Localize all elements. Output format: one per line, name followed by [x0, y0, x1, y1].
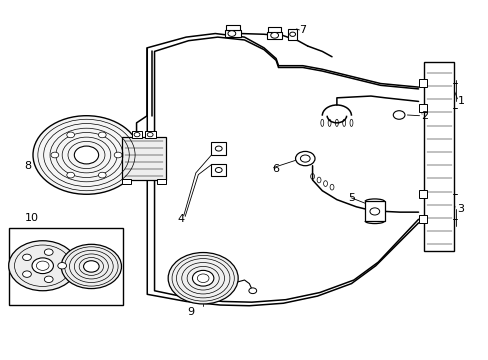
Bar	[144, 131, 155, 138]
Circle shape	[227, 31, 235, 36]
Circle shape	[83, 261, 99, 272]
Text: 7: 7	[299, 25, 306, 35]
Circle shape	[67, 132, 74, 138]
Circle shape	[58, 262, 66, 269]
Circle shape	[61, 244, 121, 289]
Circle shape	[51, 152, 59, 158]
Circle shape	[44, 249, 53, 255]
Circle shape	[369, 208, 379, 215]
Text: 4: 4	[177, 214, 184, 224]
Bar	[122, 137, 165, 180]
Circle shape	[295, 152, 314, 166]
Circle shape	[44, 276, 53, 283]
Bar	[365, 202, 384, 221]
Circle shape	[22, 254, 31, 261]
Circle shape	[168, 252, 238, 304]
Circle shape	[67, 172, 74, 178]
Bar	[418, 104, 427, 112]
Bar	[9, 228, 122, 305]
Text: 2: 2	[420, 111, 427, 121]
Circle shape	[33, 116, 140, 194]
Bar	[418, 190, 427, 198]
Circle shape	[248, 288, 256, 294]
Text: 8: 8	[24, 161, 32, 171]
Bar	[418, 215, 427, 223]
Bar	[122, 179, 130, 184]
Text: 10: 10	[24, 212, 39, 222]
Circle shape	[98, 132, 106, 138]
Text: 9: 9	[187, 307, 194, 317]
Circle shape	[215, 146, 222, 151]
Circle shape	[74, 146, 99, 164]
Circle shape	[114, 152, 122, 158]
Bar	[424, 62, 453, 251]
Bar	[211, 164, 225, 176]
Text: 5: 5	[347, 193, 354, 203]
Bar	[157, 179, 165, 184]
Circle shape	[215, 167, 222, 172]
Circle shape	[22, 271, 31, 277]
Circle shape	[9, 241, 77, 291]
Circle shape	[32, 258, 53, 274]
Circle shape	[270, 32, 278, 38]
Text: 3: 3	[456, 203, 464, 213]
Bar	[418, 79, 427, 87]
Bar	[211, 143, 225, 155]
Bar	[224, 30, 240, 37]
Bar	[287, 29, 296, 40]
Bar	[225, 25, 239, 30]
Bar	[266, 32, 282, 39]
Bar	[131, 131, 142, 138]
Text: 6: 6	[272, 164, 279, 174]
Bar	[267, 27, 281, 32]
Circle shape	[98, 172, 106, 178]
Text: 1: 1	[456, 96, 464, 107]
Circle shape	[289, 32, 295, 36]
Circle shape	[192, 270, 213, 286]
